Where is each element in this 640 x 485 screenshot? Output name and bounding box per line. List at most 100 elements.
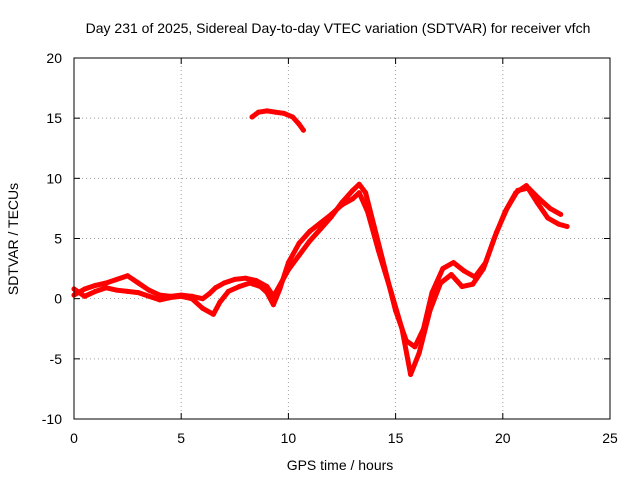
- data-point: [438, 280, 444, 286]
- data-point: [388, 290, 394, 296]
- x-tick-label: 20: [495, 430, 511, 446]
- data-point: [200, 305, 206, 311]
- data-point: [114, 287, 120, 293]
- data-point: [281, 110, 287, 116]
- data-point: [307, 238, 313, 244]
- data-point: [558, 211, 564, 217]
- series-line: [71, 181, 564, 350]
- data-point: [296, 240, 302, 246]
- data-point: [210, 311, 216, 317]
- data-point: [448, 272, 454, 278]
- data-point: [221, 280, 227, 286]
- series-layer: [71, 108, 570, 377]
- data-point: [157, 292, 163, 298]
- data-point: [427, 308, 433, 314]
- data-point: [429, 290, 435, 296]
- data-point: [253, 278, 259, 284]
- data-point: [412, 344, 418, 350]
- data-point: [459, 284, 465, 290]
- data-point: [307, 228, 313, 234]
- data-point: [92, 288, 98, 294]
- series-sdtvar-main-a: [71, 181, 564, 350]
- data-point: [461, 268, 467, 274]
- data-point: [146, 293, 152, 299]
- data-point: [440, 266, 446, 272]
- data-point: [285, 260, 291, 266]
- data-point: [247, 280, 253, 286]
- data-point: [375, 248, 381, 253]
- data-point: [399, 326, 405, 332]
- data-point: [157, 297, 163, 303]
- series-sdtvar-main-b: [71, 183, 570, 377]
- data-point: [232, 276, 238, 282]
- ticks-layer: 0 5 10 15 20 25 -10 -5 0 5 10 15 20: [42, 50, 618, 446]
- data-point: [451, 260, 456, 266]
- data-point: [356, 181, 362, 187]
- data-point: [217, 299, 223, 305]
- data-point: [296, 252, 302, 258]
- data-point: [556, 221, 561, 227]
- x-tick-label: 0: [70, 430, 78, 446]
- data-point: [82, 293, 88, 299]
- data-point: [178, 293, 184, 299]
- data-point: [258, 284, 263, 290]
- data-point: [339, 202, 345, 208]
- data-point: [356, 190, 362, 196]
- data-point: [350, 196, 356, 202]
- y-tick-label: 15: [46, 110, 62, 126]
- y-tick-label: -10: [42, 411, 62, 427]
- data-point: [350, 187, 356, 193]
- data-point: [125, 288, 131, 294]
- x-tick-label: 10: [281, 430, 297, 446]
- data-point: [564, 224, 570, 229]
- data-point: [225, 288, 231, 294]
- data-point: [523, 183, 529, 189]
- data-point: [213, 285, 218, 291]
- data-point: [146, 287, 152, 293]
- data-point: [534, 199, 540, 205]
- y-tick-label: -5: [50, 351, 63, 367]
- x-tick-label: 25: [602, 430, 618, 446]
- data-point: [363, 190, 369, 196]
- data-point: [236, 284, 242, 290]
- data-point: [243, 275, 248, 281]
- data-point: [92, 282, 98, 288]
- data-point: [103, 280, 109, 286]
- data-point: [264, 108, 270, 114]
- data-point: [290, 114, 296, 120]
- y-axis-label: SDTVAR / TECUs: [5, 183, 21, 295]
- data-point: [255, 109, 261, 115]
- data-point: [273, 109, 278, 115]
- grid-layer: [74, 58, 610, 419]
- data-point: [365, 209, 371, 215]
- x-axis-label: GPS time / hours: [287, 457, 394, 473]
- y-tick-label: 20: [46, 50, 62, 66]
- data-point: [135, 280, 141, 286]
- data-point: [491, 236, 497, 241]
- data-point: [264, 290, 270, 296]
- data-point: [470, 281, 476, 287]
- data-point: [300, 127, 306, 133]
- data-point: [408, 372, 414, 377]
- x-tick-label: 5: [177, 430, 185, 446]
- y-tick-label: 5: [54, 231, 62, 247]
- data-point: [168, 295, 173, 300]
- data-point: [189, 296, 195, 302]
- series-sdtvar-offset-segment: [249, 108, 306, 133]
- data-point: [264, 284, 270, 290]
- data-point: [135, 290, 141, 296]
- data-point: [545, 215, 551, 221]
- data-point: [125, 273, 131, 279]
- y-tick-label: 0: [54, 291, 62, 307]
- data-point: [502, 209, 508, 215]
- data-point: [82, 286, 88, 292]
- data-point: [103, 285, 109, 291]
- data-point: [513, 190, 519, 196]
- series-line: [71, 183, 570, 377]
- data-point: [249, 114, 255, 120]
- x-tick-label: 15: [388, 430, 404, 446]
- data-point: [200, 296, 206, 302]
- data-point: [547, 205, 553, 211]
